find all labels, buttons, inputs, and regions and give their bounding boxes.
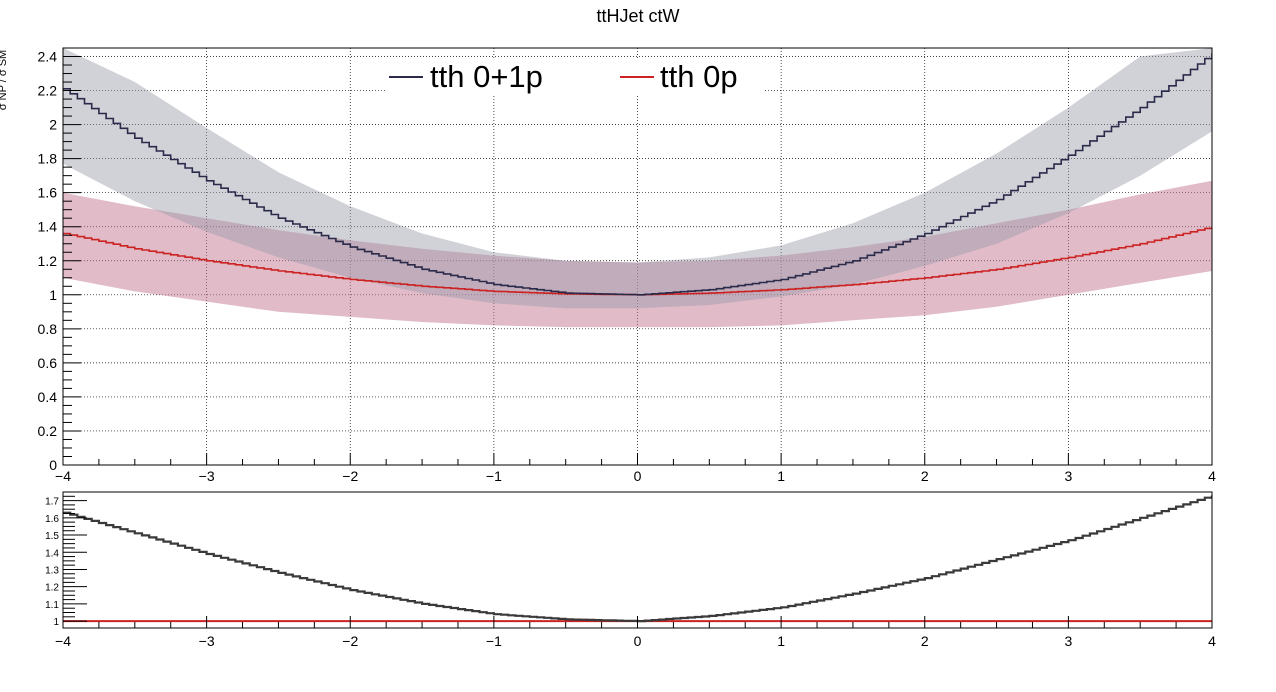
- uncertainty-band-tth-0-1p: [63, 48, 1212, 309]
- x-tick-label: 1: [777, 468, 785, 484]
- ratio-y-tick-label: 1.4: [45, 548, 59, 559]
- ratio-x-tick-label: 1: [777, 633, 785, 649]
- y-tick-label: 0.4: [38, 389, 58, 405]
- y-tick-label: 2.2: [38, 83, 58, 99]
- x-tick-label: −4: [55, 468, 71, 484]
- y-tick-label: 0.2: [38, 423, 58, 439]
- y-tick-label: 1: [49, 287, 57, 303]
- x-tick-label: −1: [486, 468, 502, 484]
- ratio-y-tick-label: 1.1: [45, 600, 59, 611]
- main-y-ticks: 0 0.2 0.4 0.6 0.8 1 1.2 1.4 1.6 1.8 2 2.2 2.4: [38, 47, 81, 473]
- y-tick-label: 0.6: [38, 355, 58, 371]
- ratio-x-tick-label: −4: [55, 633, 71, 649]
- y-tick-label: 1.6: [38, 185, 58, 201]
- ratio-y-ticks: 1 1.1 1.2 1.3 1.4 1.5 1.6 1.7: [45, 491, 87, 628]
- ratio-y-tick-label: 1.2: [45, 583, 59, 594]
- legend-label-tth-0p: tth 0p: [660, 59, 738, 94]
- ratio-y-tick-label: 1.6: [45, 514, 59, 525]
- y-tick-label: 1.2: [38, 253, 58, 269]
- ratio-x-ticks: −4 −3 −2 −1 0 1 2 3 4: [55, 616, 1216, 649]
- chart-title: ttHJet ctW: [596, 6, 679, 26]
- x-tick-label: 2: [921, 468, 929, 484]
- legend: tth 0+1p tth 0p: [385, 59, 765, 96]
- main-series-lines: [63, 53, 1212, 296]
- series-line-tth-0-1p: [63, 53, 1212, 296]
- uncertainty-band-tth-0p: [63, 180, 1212, 328]
- ratio-plot-area: [63, 492, 1212, 628]
- ratio-y-tick-label: 1: [53, 617, 59, 628]
- ratio-x-tick-label: 2: [921, 633, 929, 649]
- ratio-plot-panel: −4 −3 −2 −1 0 1 2 3 4 1 1.1 1.2 1.3 1.4 1.5 1.6 1.7: [45, 491, 1216, 649]
- y-tick-label: 1.8: [38, 151, 58, 167]
- x-tick-label: −2: [342, 468, 358, 484]
- main-x-ticks: −4 −3 −2 −1 0 1 2 3 4: [55, 453, 1216, 484]
- y-axis-label: σ NP / σ SM: [0, 50, 9, 110]
- x-tick-label: −3: [199, 468, 215, 484]
- x-tick-label: 3: [1064, 468, 1072, 484]
- y-tick-label: 0: [49, 457, 57, 473]
- ratio-x-tick-label: −3: [199, 633, 215, 649]
- ratio-x-tick-label: −1: [486, 633, 502, 649]
- ratio-y-tick-label: 1.3: [45, 565, 59, 576]
- main-plot-panel: −4 −3 −2 −1 0 1 2 3 4 0 0.2 0.4 0.6 0.8 1 1.2 1.4 1.6 1.8…: [38, 47, 1216, 484]
- x-tick-label: 4: [1208, 468, 1216, 484]
- uncertainty-bands: [63, 48, 1212, 328]
- legend-box: [385, 60, 765, 96]
- ratio-x-tick-label: 0: [634, 633, 642, 649]
- x-tick-label: 0: [634, 468, 642, 484]
- ratio-y-tick-label: 1.7: [45, 497, 59, 508]
- ratio-x-tick-label: 3: [1064, 633, 1072, 649]
- ratio-x-tick-label: 4: [1208, 633, 1216, 649]
- ratio-x-tick-label: −2: [342, 633, 358, 649]
- y-tick-label: 2.4: [38, 49, 58, 65]
- y-tick-label: 2: [49, 117, 57, 133]
- ratio-y-tick-label: 1.5: [45, 531, 59, 542]
- legend-label-tth-0-1p: tth 0+1p: [430, 59, 543, 94]
- y-tick-label: 0.8: [38, 321, 58, 337]
- y-tick-label: 1.4: [38, 219, 58, 235]
